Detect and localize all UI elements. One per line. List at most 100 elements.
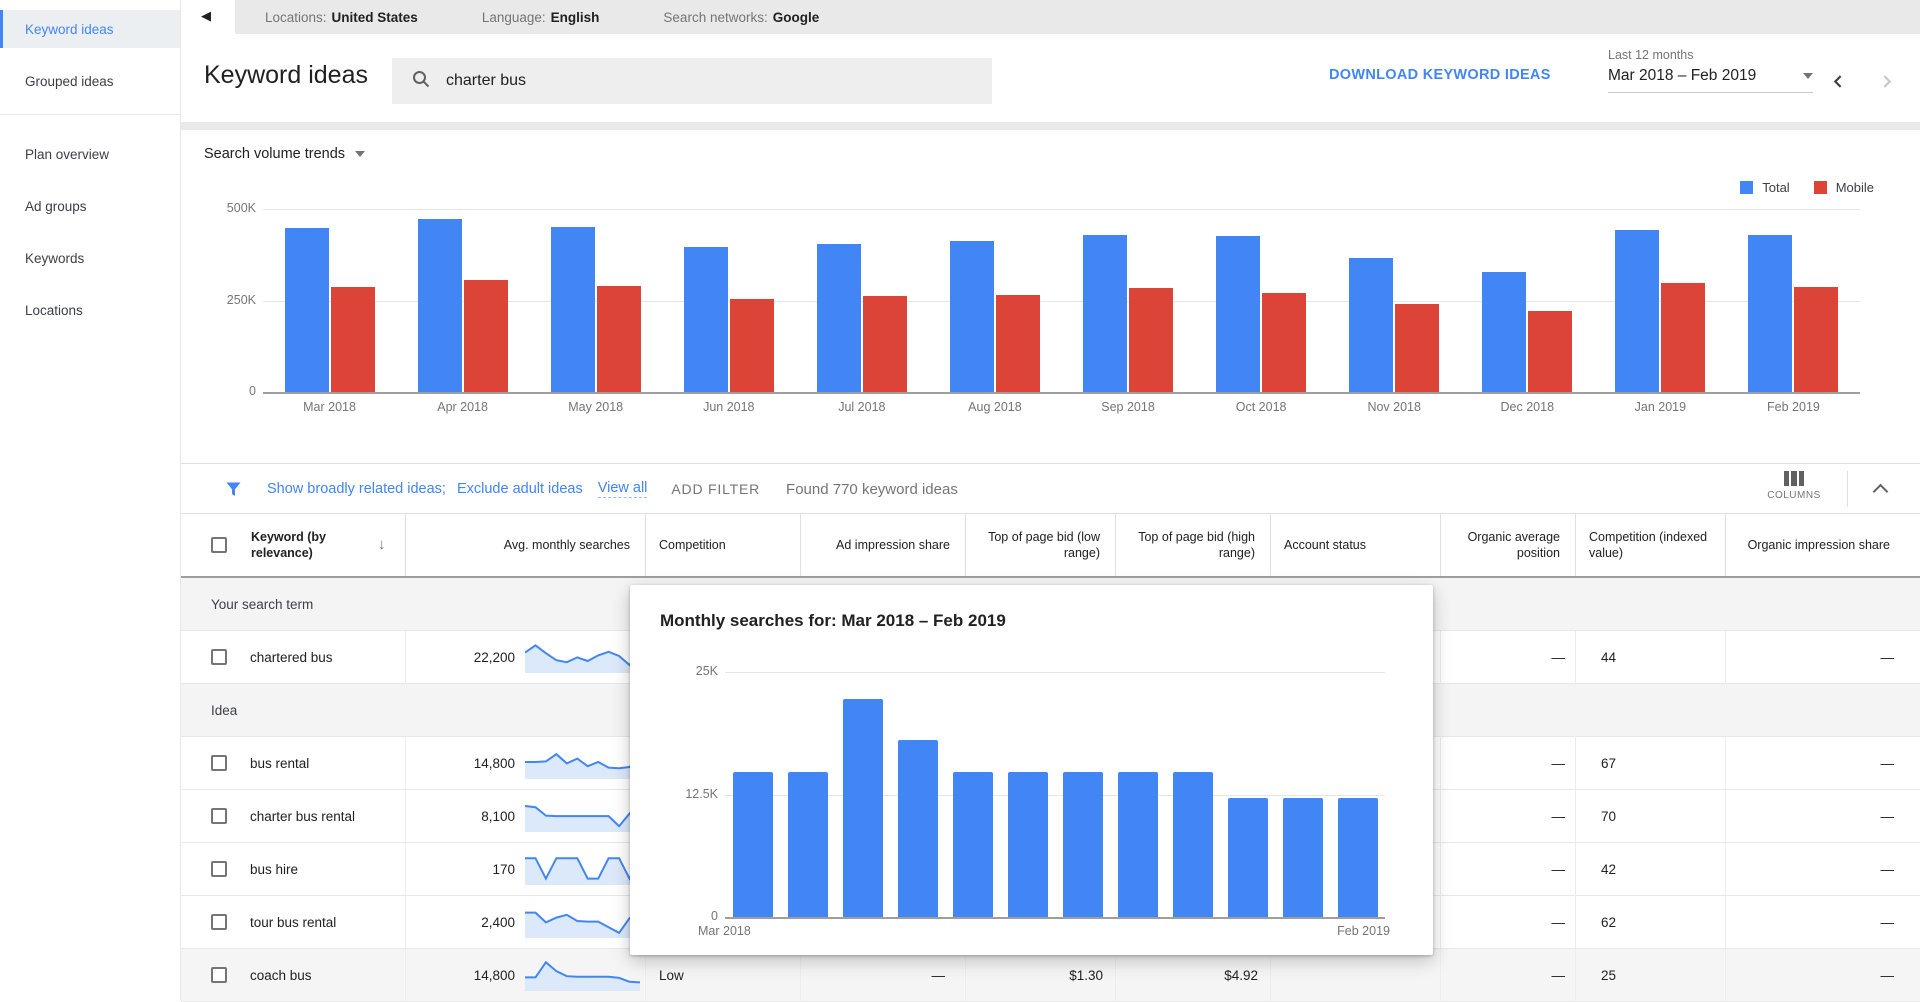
header-cell-ad-impression-share[interactable]: Ad impression share xyxy=(800,514,965,576)
sidebar-item-grouped-ideas[interactable]: Grouped ideas xyxy=(0,62,180,100)
total-bar[interactable] xyxy=(1083,235,1127,392)
popup-gridline xyxy=(725,917,1385,919)
total-bar[interactable] xyxy=(1349,258,1393,392)
select-all-checkbox[interactable] xyxy=(211,537,227,553)
chevron-down-icon xyxy=(355,151,365,157)
popup-month-bar[interactable] xyxy=(733,772,773,917)
popup-month-bar[interactable] xyxy=(1118,772,1158,917)
header-cell-organic-impression-share[interactable]: Organic impression share xyxy=(1725,514,1905,576)
mobile-bar[interactable] xyxy=(1794,287,1838,392)
mobile-bar[interactable] xyxy=(1528,311,1572,392)
view-all-link[interactable]: View all xyxy=(598,480,648,498)
date-range-picker[interactable]: Last 12 months Mar 2018 – Feb 2019 xyxy=(1608,48,1813,93)
trends-ytick: 0 xyxy=(186,384,256,398)
popup-month-bar[interactable] xyxy=(788,772,828,917)
mobile-bar[interactable] xyxy=(1262,293,1306,392)
row-checkbox[interactable] xyxy=(211,861,227,877)
popup-month-bar[interactable] xyxy=(1283,798,1323,917)
plan-setting[interactable]: Language:English xyxy=(482,10,600,25)
cell-avg-monthly-searches: 8,100 xyxy=(405,790,515,842)
sidebar-item-keyword-ideas[interactable]: Keyword ideas xyxy=(0,10,180,48)
add-filter-button[interactable]: ADD FILTER xyxy=(671,481,760,497)
header-cell-top-bid-high[interactable]: Top of page bid (high range) xyxy=(1115,514,1270,576)
total-bar[interactable] xyxy=(684,247,728,392)
plan-setting[interactable]: Locations:United States xyxy=(265,10,418,25)
sidebar-item-plan-overview[interactable]: Plan overview xyxy=(0,135,180,173)
filter-chip-link[interactable]: Show broadly related ideas; xyxy=(267,481,446,497)
cell-top-bid-high: $4.92 xyxy=(1115,949,1270,1001)
legend-swatch xyxy=(1740,181,1753,194)
sparkline-chart[interactable] xyxy=(525,957,640,993)
back-arrow-icon[interactable]: ◀ xyxy=(201,8,211,24)
total-bar[interactable] xyxy=(1615,230,1659,393)
legend-label: Mobile xyxy=(1836,180,1874,195)
legend-label: Total xyxy=(1762,180,1789,195)
mobile-bar[interactable] xyxy=(730,299,774,392)
popup-month-bar[interactable] xyxy=(1228,798,1268,917)
popup-month-bar[interactable] xyxy=(1173,772,1213,917)
collapse-chevron-up-icon[interactable] xyxy=(1873,484,1889,500)
popup-ytick: 0 xyxy=(663,909,718,923)
total-bar[interactable] xyxy=(950,241,994,392)
page-title: Keyword ideas xyxy=(204,61,368,90)
header-cell-competition-indexed[interactable]: Competition (indexed value) xyxy=(1575,514,1725,576)
sparkline-chart[interactable] xyxy=(525,904,640,940)
header-cell-avg-monthly-searches[interactable]: Avg. monthly searches xyxy=(405,514,645,576)
sparkline-chart[interactable] xyxy=(525,798,640,834)
mobile-bar[interactable] xyxy=(331,287,375,392)
total-bar[interactable] xyxy=(817,244,861,392)
mobile-bar[interactable] xyxy=(1395,304,1439,392)
popup-month-bar[interactable] xyxy=(1338,798,1378,917)
cell-competition-indexed: 70 xyxy=(1575,790,1725,842)
download-keyword-ideas-button[interactable]: DOWNLOAD KEYWORD IDEAS xyxy=(1329,67,1551,83)
mobile-bar[interactable] xyxy=(1661,283,1705,392)
header-cell-competition[interactable]: Competition xyxy=(645,514,800,576)
row-checkbox[interactable] xyxy=(211,755,227,771)
mobile-bar[interactable] xyxy=(464,280,508,392)
sidebar-item-locations[interactable]: Locations xyxy=(0,291,180,329)
setting-value: Google xyxy=(773,10,820,25)
filter-chip-link[interactable]: Exclude adult ideas xyxy=(457,481,583,497)
header-cell-keyword[interactable]: Keyword (by relevance) ↓ xyxy=(250,514,405,576)
cell-organic-average-position: — xyxy=(1440,896,1575,948)
total-bar[interactable] xyxy=(1482,272,1526,392)
sparkline-chart[interactable] xyxy=(525,639,640,675)
mobile-bar[interactable] xyxy=(863,296,907,392)
sidebar-item-keywords[interactable]: Keywords xyxy=(0,239,180,277)
header-cell-top-bid-low[interactable]: Top of page bid (low range) xyxy=(965,514,1115,576)
total-bar[interactable] xyxy=(1216,236,1260,392)
mobile-bar[interactable] xyxy=(1129,288,1173,392)
columns-button[interactable]: COLUMNS xyxy=(1759,471,1829,501)
sparkline-chart[interactable] xyxy=(525,851,640,887)
plan-setting[interactable]: Search networks:Google xyxy=(663,10,819,25)
mobile-bar[interactable] xyxy=(597,286,641,392)
search-volume-trends-dropdown[interactable]: Search volume trends xyxy=(204,146,365,162)
row-checkbox[interactable] xyxy=(211,914,227,930)
total-bar[interactable] xyxy=(551,227,595,392)
popup-month-bar[interactable] xyxy=(1063,772,1103,917)
sparkline-chart[interactable] xyxy=(525,745,640,781)
cell-top-bid-low: $1.30 xyxy=(965,949,1115,1001)
keyword-search-input[interactable]: charter bus xyxy=(392,58,992,104)
next-period-button[interactable] xyxy=(1879,74,1894,94)
date-range-value: Mar 2018 – Feb 2019 xyxy=(1608,67,1756,85)
total-bar[interactable] xyxy=(1748,235,1792,392)
popup-month-bar[interactable] xyxy=(843,699,883,917)
header-cell-account-status[interactable]: Account status xyxy=(1270,514,1440,576)
trends-x-axis-label: Jan 2019 xyxy=(1594,400,1727,414)
cell-organic-average-position: — xyxy=(1440,631,1575,683)
header-cell-organic-average-position[interactable]: Organic average position xyxy=(1440,514,1575,576)
row-checkbox[interactable] xyxy=(211,967,227,983)
popup-month-bar[interactable] xyxy=(953,772,993,917)
row-checkbox[interactable] xyxy=(211,808,227,824)
mobile-bar[interactable] xyxy=(996,295,1040,392)
table-row[interactable]: coach bus14,800Low—$1.30$4.92—25— xyxy=(181,949,1920,1002)
popup-month-bar[interactable] xyxy=(1008,772,1048,917)
popup-month-bar[interactable] xyxy=(898,740,938,917)
search-volume-trends-section: Search volume trends TotalMobile 500K250… xyxy=(181,130,1920,463)
previous-period-button[interactable] xyxy=(1831,74,1846,94)
total-bar[interactable] xyxy=(285,228,329,392)
row-checkbox[interactable] xyxy=(211,649,227,665)
sidebar-item-ad-groups[interactable]: Ad groups xyxy=(0,187,180,225)
total-bar[interactable] xyxy=(418,219,462,392)
